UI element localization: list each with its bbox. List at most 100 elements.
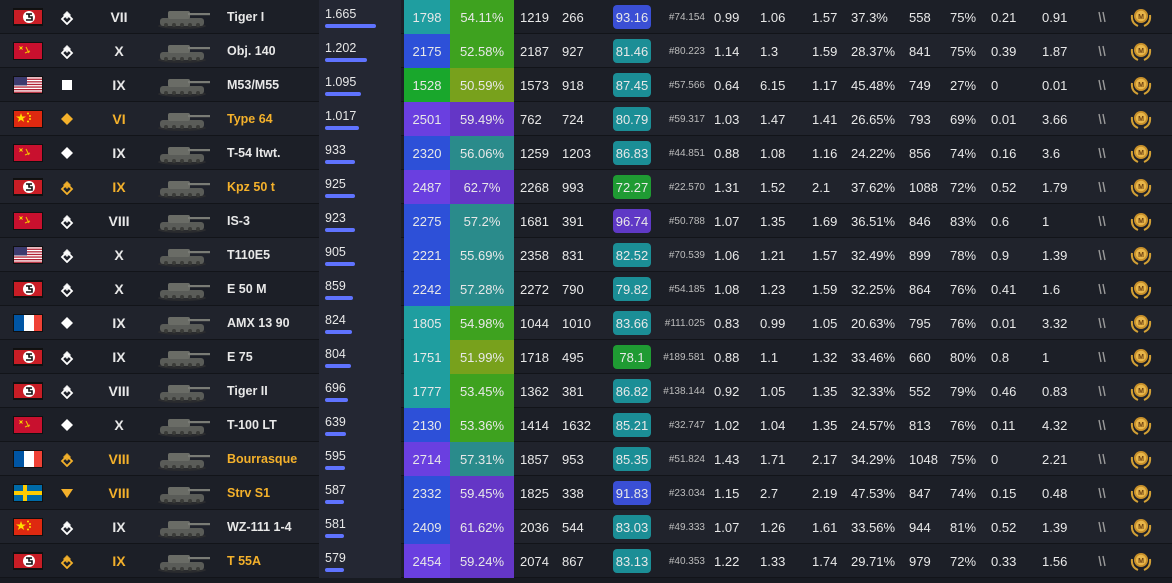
winrate-value: 57.31%: [450, 442, 514, 476]
stat-v3: 1.16: [812, 145, 838, 161]
stat-v2: 1.71: [760, 451, 786, 467]
vehicle-name[interactable]: Bourrasque: [227, 452, 298, 466]
stat-v8: 4.32: [1042, 417, 1068, 433]
tags-icon[interactable]: [1092, 34, 1112, 68]
tags-icon[interactable]: [1092, 476, 1112, 510]
vehicle-name[interactable]: E 75: [227, 350, 253, 364]
table-row[interactable]: VIII Tiger II 696 1777 53.45% 1362 381 86.82 #1…: [0, 374, 1172, 408]
vehicle-name[interactable]: WZ-111 1-4: [227, 520, 292, 534]
mastery-medal-icon: M: [1129, 107, 1153, 131]
mastery-medal-icon: M: [1129, 379, 1153, 403]
stat-v8: 3.6: [1042, 145, 1061, 161]
table-row[interactable]: IX T-54 ltwt. 933 2320 56.06% 1259 1203 86.83 #…: [0, 136, 1172, 170]
tier-label: IX: [112, 315, 126, 331]
vehicle-name[interactable]: T-54 ltwt.: [227, 146, 281, 160]
stat-v4: 36.51%: [851, 213, 896, 229]
heavy-icon: [58, 510, 76, 544]
stat-v4: 32.33%: [851, 383, 896, 399]
stat-v1: 1.31: [714, 179, 740, 195]
vehicle-name[interactable]: M53/M55: [227, 78, 280, 92]
vehicle-name[interactable]: Type 64: [227, 112, 273, 126]
table-row[interactable]: IX E 75 804 1751 51.99% 1718 495 78.1 #189.581 0…: [0, 340, 1172, 374]
stat-v6: 75%: [950, 451, 977, 467]
vehicle-name[interactable]: Tiger II: [227, 384, 268, 398]
vehicle-name[interactable]: Kpz 50 t: [227, 180, 275, 194]
table-row[interactable]: X T-100 LT 639 2130 53.36% 1414 1632 85.21 #32.…: [0, 408, 1172, 442]
winrate-value: 51.99%: [450, 340, 514, 374]
winrate-value: 57.2%: [450, 204, 514, 238]
tags-icon[interactable]: [1092, 68, 1112, 102]
tags-icon[interactable]: [1092, 102, 1112, 136]
kills-value: 1010: [562, 315, 591, 331]
stat-v6: 27%: [950, 77, 977, 93]
wn8-value: 2714: [404, 442, 450, 476]
vehicle-name[interactable]: AMX 13 90: [227, 316, 290, 330]
tags-icon[interactable]: [1092, 272, 1112, 306]
battles-cell: 595: [319, 442, 401, 476]
stat-v2: 1.47: [760, 111, 786, 127]
tags-icon[interactable]: [1092, 238, 1112, 272]
battles-count: 933: [325, 142, 346, 157]
vehicle-name[interactable]: Strv S1: [227, 486, 271, 500]
svg-text:M: M: [1138, 558, 1144, 565]
stat-v5: 1048: [909, 451, 938, 467]
table-row[interactable]: VIII Bourrasque 595 2714 57.31% 1857 953 85.35…: [0, 442, 1172, 476]
tags-icon[interactable]: [1092, 374, 1112, 408]
table-row[interactable]: IX WZ-111 1-4 581 2409 61.62% 2036 544 83.03 #4…: [0, 510, 1172, 544]
moe-rank: #111.025: [664, 317, 705, 329]
table-row[interactable]: VII Tiger I 1.665 1798 54.11% 1219 266 93.16 #7…: [0, 0, 1172, 34]
tags-icon[interactable]: [1092, 408, 1112, 442]
table-row[interactable]: X E 50 M 859 2242 57.28% 2272 790 79.82 #54.185…: [0, 272, 1172, 306]
stat-v4: 29.71%: [851, 553, 896, 569]
moe-badge: 85.21: [613, 413, 651, 437]
table-row[interactable]: X T110E5 905 2221 55.69% 2358 831 82.52 #70.539…: [0, 238, 1172, 272]
winrate-value: 55.69%: [450, 238, 514, 272]
vehicle-name[interactable]: T110E5: [227, 248, 271, 262]
tags-icon[interactable]: [1092, 136, 1112, 170]
vehicle-name[interactable]: E 50 M: [227, 282, 267, 296]
tags-icon[interactable]: [1092, 442, 1112, 476]
battles-bar: [325, 227, 355, 232]
vehicle-name[interactable]: Obj. 140: [227, 44, 276, 58]
battles-count: 587: [325, 482, 346, 497]
vehicle-name[interactable]: IS-3: [227, 214, 250, 228]
tags-icon[interactable]: [1092, 340, 1112, 374]
vehicle-name[interactable]: Tiger I: [227, 10, 265, 24]
tags-icon[interactable]: [1092, 306, 1112, 340]
table-row[interactable]: VI Type 64 1.017 2501 59.49% 762 724 80.79 #59.…: [0, 102, 1172, 136]
table-row[interactable]: IX T 55A 579 2454 59.24% 2074 867 83.13 #40.353…: [0, 544, 1172, 578]
wn8-value: 2409: [404, 510, 450, 544]
usa-flag-icon: [13, 76, 43, 94]
table-row[interactable]: VIII IS-3 923 2275 57.2% 1681 391 96.74 #50.788…: [0, 204, 1172, 238]
france-flag-icon: [13, 314, 43, 332]
table-row[interactable]: IX AMX 13 90 824 1805 54.98% 1044 1010 83.66 #1…: [0, 306, 1172, 340]
battles-cell: 933: [319, 136, 401, 170]
moe-rank: #32.747: [668, 419, 705, 431]
stat-v5: 979: [909, 553, 931, 569]
winrate-value: 54.98%: [450, 306, 514, 340]
damage-value: 2074: [520, 553, 549, 569]
mastery-medal-icon: M: [1129, 515, 1153, 539]
damage-value: 2268: [520, 179, 549, 195]
moe-rank: #40.353: [668, 555, 705, 567]
winrate-value: 59.49%: [450, 102, 514, 136]
table-row[interactable]: VIII Strv S1 587 2332 59.45% 1825 338 91.83 #23…: [0, 476, 1172, 510]
winrate-value: 59.24%: [450, 544, 514, 578]
table-row[interactable]: IX Kpz 50 t 925 2487 62.7% 2268 993 72.27 #22.5…: [0, 170, 1172, 204]
tags-icon[interactable]: [1092, 544, 1112, 578]
tags-icon[interactable]: [1092, 170, 1112, 204]
vehicle-name[interactable]: T-100 LT: [227, 418, 277, 432]
stat-v3: 1.05: [812, 315, 838, 331]
tags-icon[interactable]: [1092, 0, 1112, 34]
tags-icon[interactable]: [1092, 204, 1112, 238]
moe-rank: #54.185: [668, 283, 705, 295]
tier-label: X: [114, 417, 124, 433]
stat-v1: 1.22: [714, 553, 740, 569]
damage-value: 762: [520, 111, 542, 127]
tags-icon[interactable]: [1092, 510, 1112, 544]
table-row[interactable]: X Obj. 140 1.202 2175 52.58% 2187 927 81.46 #80…: [0, 34, 1172, 68]
table-row[interactable]: IX M53/M55 1.095 1528 50.59% 1573 918 87.45 #57…: [0, 68, 1172, 102]
battles-cell: 1.095: [319, 68, 401, 102]
vehicle-name[interactable]: T 55A: [227, 554, 262, 568]
svg-text:M: M: [1138, 456, 1144, 463]
